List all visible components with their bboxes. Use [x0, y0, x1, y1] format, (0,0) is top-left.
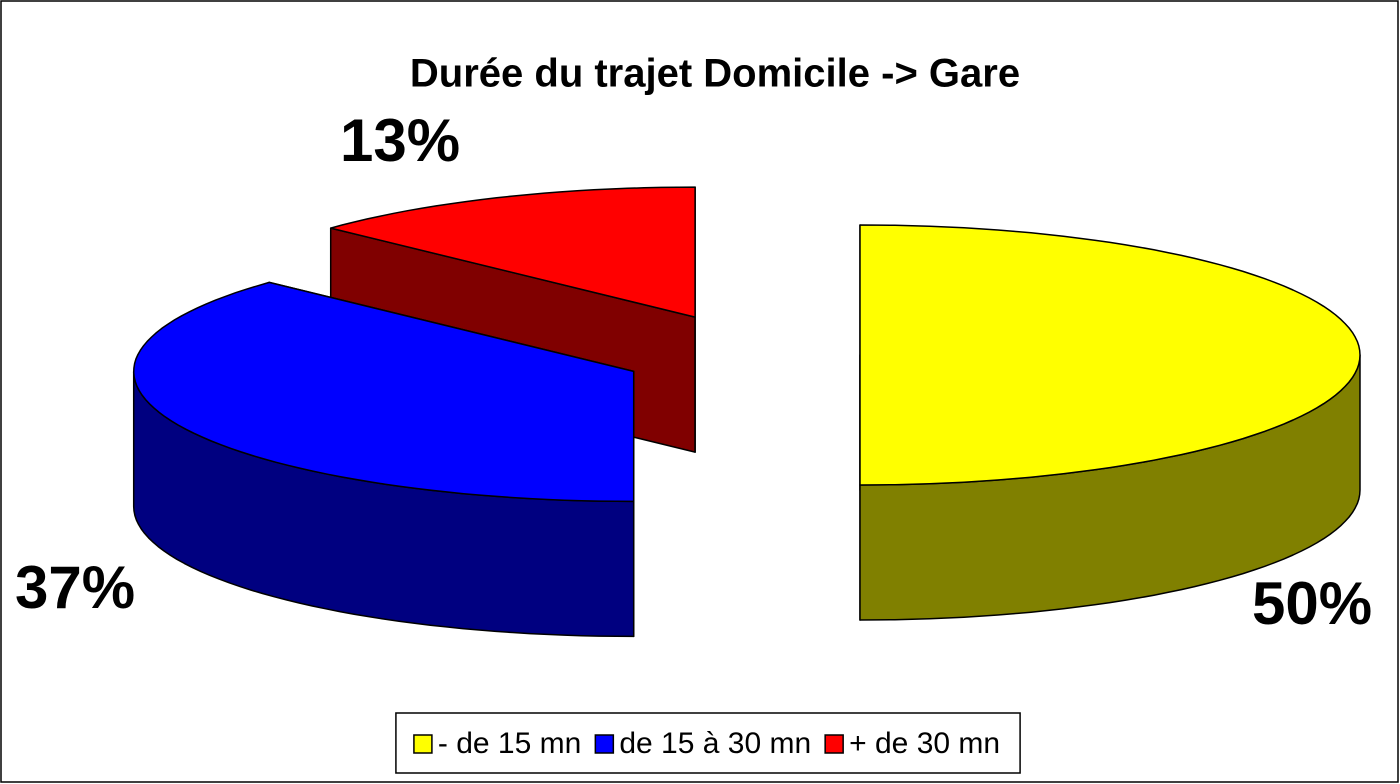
value-label: 50% — [1252, 570, 1372, 637]
slice-top — [132, 281, 635, 503]
slice-top — [859, 224, 1361, 486]
chart-title: Durée du trajet Domicile -> Gare — [410, 52, 1020, 96]
value-label: 13% — [340, 107, 460, 174]
legend-swatch — [594, 734, 615, 754]
legend-box — [395, 712, 1021, 774]
slice-top — [329, 186, 696, 318]
legend-label: - de 15 mn — [438, 727, 581, 760]
legend-swatch — [413, 734, 433, 754]
value-label: 37% — [15, 554, 135, 621]
legend-swatch — [824, 734, 844, 754]
legend-label: de 15 à 30 mn — [619, 727, 811, 760]
legend-label: + de 30 mn — [849, 727, 1000, 760]
